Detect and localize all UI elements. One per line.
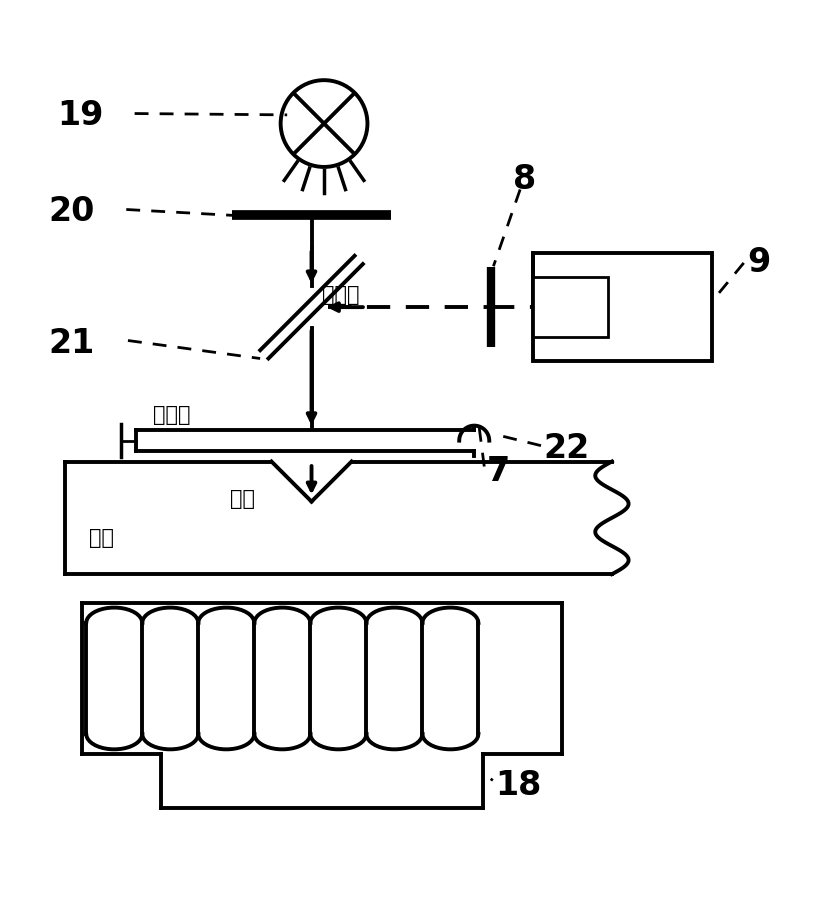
Text: 22: 22: [543, 433, 590, 465]
Text: 20: 20: [49, 195, 95, 228]
Bar: [533, 253, 712, 362]
Text: 7: 7: [486, 455, 510, 488]
Text: 入射光: 入射光: [153, 405, 191, 425]
Text: 反射光: 反射光: [322, 284, 359, 305]
Text: 焊件: 焊件: [89, 528, 113, 548]
Text: 18: 18: [495, 769, 542, 802]
Bar: [533, 277, 608, 337]
Text: 21: 21: [49, 327, 95, 360]
Text: 19: 19: [57, 99, 103, 132]
Text: 8: 8: [512, 163, 536, 196]
Text: 9: 9: [747, 246, 770, 280]
Text: 焊缝: 焊缝: [230, 489, 255, 509]
